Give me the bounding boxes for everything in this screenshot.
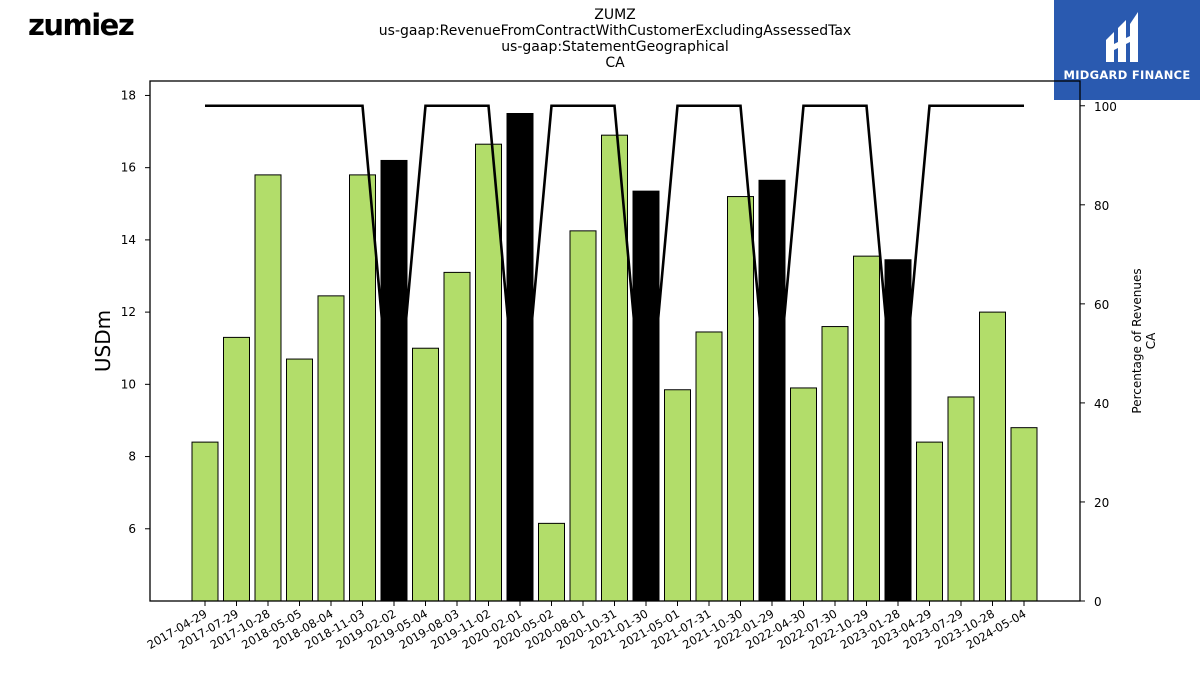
bar-2022-10-29 bbox=[853, 255, 880, 602]
bar-2021-10-30 bbox=[727, 196, 754, 602]
y-axis-label: USDm bbox=[91, 310, 115, 372]
bar-2018-05-05 bbox=[286, 358, 313, 602]
y2-tick-label: 80 bbox=[1094, 199, 1109, 213]
y2-tick-label: 40 bbox=[1094, 397, 1109, 411]
bar-2017-07-29 bbox=[223, 336, 250, 602]
y2-tick-label: 60 bbox=[1094, 298, 1109, 312]
company-logo: zumiez bbox=[28, 8, 135, 42]
bar-2021-05-01 bbox=[664, 389, 691, 602]
brand-mark-icon bbox=[1106, 12, 1138, 62]
title-line-member: CA bbox=[605, 55, 625, 71]
bar-2022-01-29 bbox=[758, 179, 786, 602]
bar-2018-08-04 bbox=[317, 295, 345, 602]
chart-title: ZUMZ us-gaap:RevenueFromContractWithCust… bbox=[315, 7, 915, 71]
title-line-ticker: ZUMZ bbox=[594, 7, 636, 23]
y2-tick-label: 20 bbox=[1094, 496, 1109, 510]
bar-2023-07-29 bbox=[947, 396, 975, 602]
y-tick-label: 6 bbox=[128, 522, 136, 536]
bar-2022-04-30 bbox=[790, 387, 817, 602]
bar-2017-04-29 bbox=[191, 441, 219, 602]
brand-logo: MIDGARD FINANCE bbox=[1054, 0, 1200, 100]
bar-2019-05-04 bbox=[412, 347, 439, 602]
y-axis-left: 6 8 10 12 14 16 18 bbox=[121, 88, 150, 536]
bar-2019-02-02 bbox=[380, 159, 408, 602]
title-line-concept: us-gaap:RevenueFromContractWithCustomerE… bbox=[378, 23, 852, 39]
bar-series bbox=[191, 113, 1038, 602]
y-tick-label: 12 bbox=[121, 305, 136, 319]
y-tick-label: 18 bbox=[121, 88, 136, 102]
bar-2019-08-03 bbox=[443, 271, 471, 602]
percentage-line bbox=[205, 104, 1024, 453]
y-tick-label: 10 bbox=[121, 377, 136, 391]
y-tick-label: 8 bbox=[128, 450, 136, 464]
bar-2018-11-03 bbox=[349, 174, 376, 602]
bar-2021-07-31 bbox=[695, 331, 723, 602]
bar-2022-07-30 bbox=[821, 326, 849, 602]
brand-name: MIDGARD FINANCE bbox=[1063, 68, 1191, 82]
y2-axis-label-line1: Percentage of Revenues bbox=[1130, 268, 1144, 413]
x-axis: 2017-04-292017-07-292017-10-282018-05-05… bbox=[145, 601, 1029, 652]
bar-2024-05-04 bbox=[1010, 427, 1038, 602]
bar-2023-04-29 bbox=[916, 441, 943, 602]
y2-tick-label: 100 bbox=[1094, 100, 1117, 114]
bar-2021-01-30 bbox=[632, 190, 660, 602]
y2-axis-label-line2: CA bbox=[1144, 332, 1158, 349]
y-tick-label: 14 bbox=[121, 233, 136, 247]
bar-2023-10-28 bbox=[979, 311, 1006, 602]
y2-tick-label: 0 bbox=[1094, 595, 1102, 609]
y-tick-label: 16 bbox=[121, 161, 136, 175]
bar-2017-10-28 bbox=[254, 174, 282, 602]
bar-2020-08-01 bbox=[569, 230, 597, 602]
title-line-axis: us-gaap:StatementGeographical bbox=[501, 39, 729, 55]
bar-2023-01-28 bbox=[884, 259, 912, 602]
bar-2020-05-02 bbox=[538, 522, 565, 602]
y-axis-right: 0 20 40 60 80 100 bbox=[1080, 100, 1117, 609]
